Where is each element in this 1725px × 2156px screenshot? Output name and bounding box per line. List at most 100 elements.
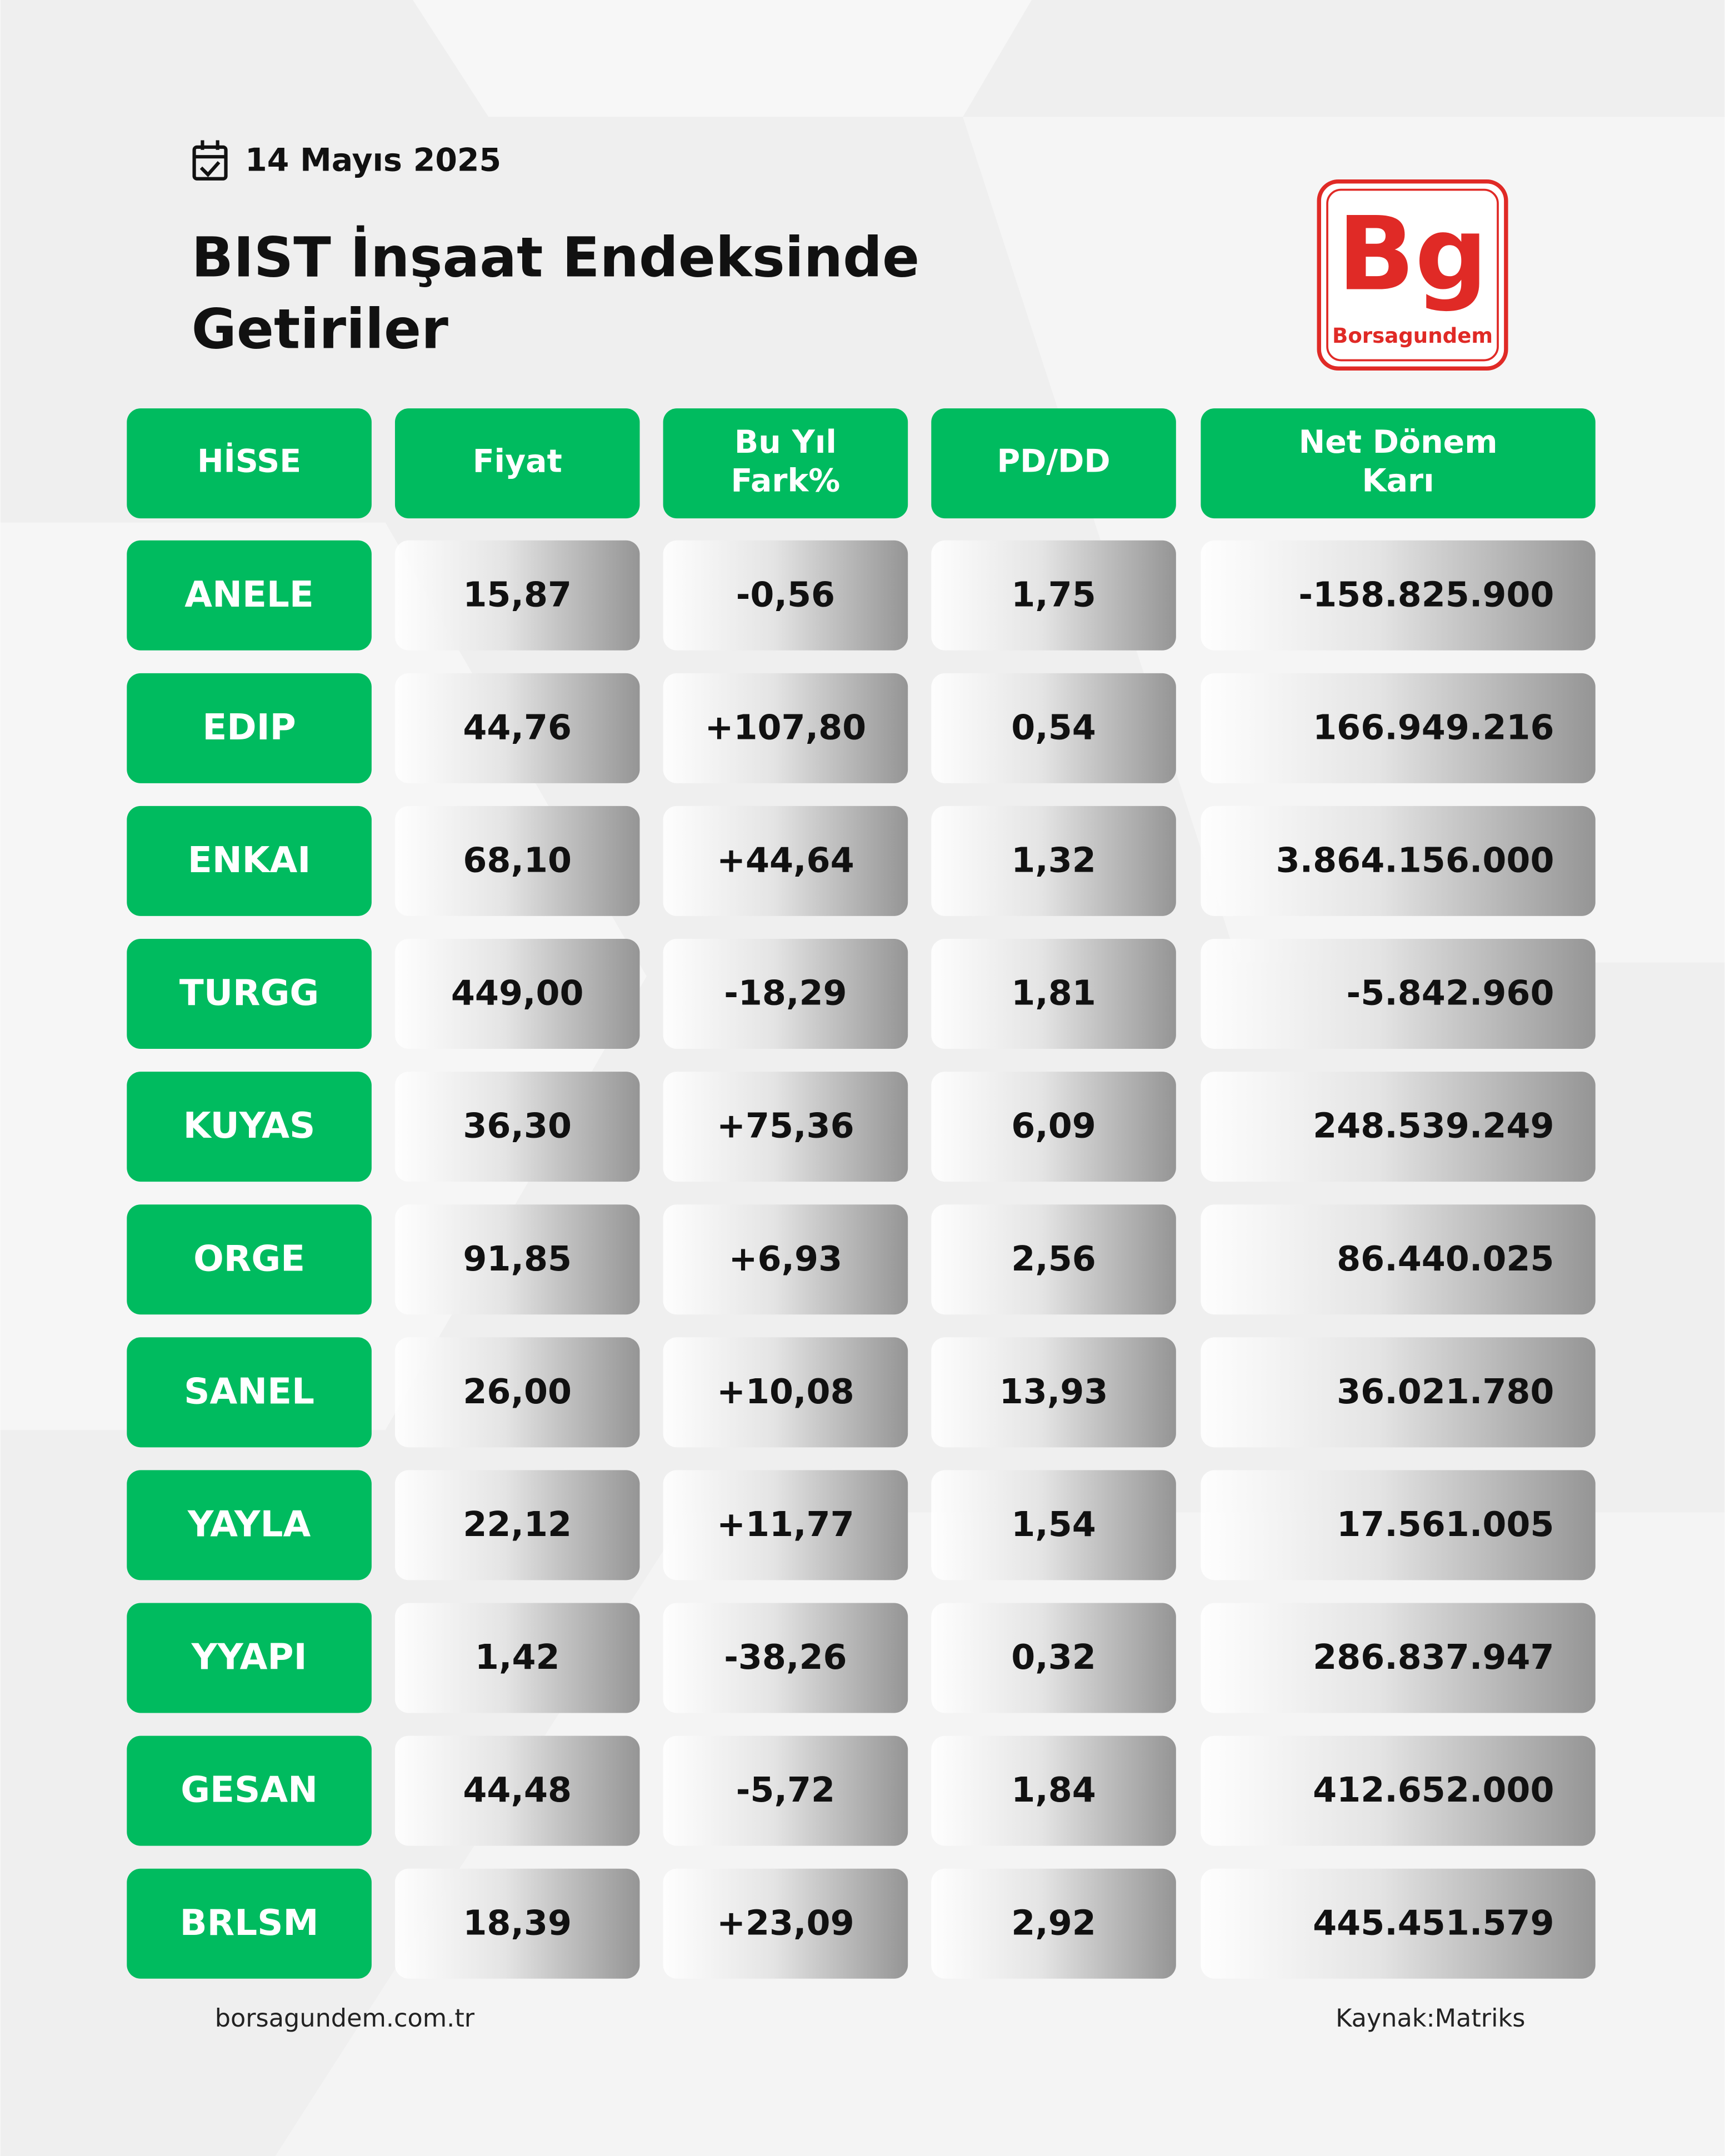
- value-cell: [663, 939, 908, 1049]
- value-cell: [394, 939, 640, 1049]
- value-cell: [394, 806, 640, 916]
- value-text: 0,54: [1011, 707, 1096, 747]
- date: 14 Mayıs 2025: [245, 142, 501, 179]
- value-cell: [394, 673, 640, 783]
- value-text: 1,32: [1011, 840, 1096, 880]
- value-text: 22,12: [463, 1504, 572, 1544]
- value-cell: [931, 1337, 1176, 1448]
- value-text: 15,87: [463, 574, 572, 614]
- ticker-cell: [127, 1470, 372, 1580]
- bg-shape: [413, 0, 1032, 117]
- value-cell: [931, 1868, 1176, 1979]
- ticker-cell: [127, 1072, 372, 1182]
- header-cell: [1201, 408, 1596, 519]
- value-text: 2,92: [1011, 1903, 1096, 1943]
- value-cell: [1201, 540, 1596, 651]
- header-text: HİSSE: [197, 443, 301, 480]
- value-cell: [1201, 1868, 1596, 1979]
- value-text: 44,48: [463, 1770, 572, 1810]
- value-text: 91,85: [463, 1239, 572, 1279]
- value-text: 18,39: [463, 1903, 572, 1943]
- value-text: 68,10: [463, 840, 572, 880]
- value-text: 1,75: [1011, 574, 1096, 614]
- value-text: 86.440.025: [1337, 1239, 1554, 1279]
- header-text: PD/DD: [997, 443, 1110, 480]
- header-text: Bu Yıl: [734, 424, 837, 461]
- value-cell: [663, 540, 908, 651]
- source: Kaynak:Matriks: [1336, 2004, 1525, 2033]
- ticker-text: TURGG: [179, 972, 319, 1014]
- ticker-text: KUYAS: [183, 1105, 316, 1147]
- value-cell: [1201, 1337, 1596, 1448]
- value-cell: [931, 1470, 1176, 1580]
- value-cell: [663, 806, 908, 916]
- value-text: 248.539.249: [1313, 1106, 1554, 1146]
- value-text: -18,29: [724, 973, 847, 1013]
- value-text: 6,09: [1011, 1106, 1096, 1146]
- website: borsagundem.com.tr: [215, 2004, 475, 2033]
- ticker-text: SANEL: [184, 1370, 314, 1412]
- value-text: +44,64: [717, 840, 854, 880]
- value-text: 1,81: [1011, 973, 1096, 1013]
- value-cell: [1201, 939, 1596, 1049]
- value-text: +6,93: [729, 1239, 842, 1279]
- value-text: 445.451.579: [1313, 1903, 1554, 1943]
- value-cell: [931, 1603, 1176, 1713]
- value-text: 1,84: [1011, 1770, 1096, 1810]
- ticker-cell: [127, 1204, 372, 1315]
- value-text: -5.842.960: [1347, 973, 1554, 1013]
- ticker-text: BRLSM: [180, 1902, 319, 1944]
- value-cell: [931, 939, 1176, 1049]
- value-cell: [663, 1204, 908, 1315]
- value-cell: [663, 1735, 908, 1846]
- value-cell: [931, 806, 1176, 916]
- logo-mark: Bg: [1337, 196, 1488, 314]
- ticker-cell: [127, 939, 372, 1049]
- value-text: 13,93: [999, 1372, 1108, 1412]
- ticker-text: ENKAI: [188, 839, 311, 881]
- value-cell: [394, 1470, 640, 1580]
- ticker-cell: [127, 540, 372, 651]
- header-text: Karı: [1362, 462, 1434, 499]
- value-cell: [931, 540, 1176, 651]
- value-text: 1,42: [475, 1637, 560, 1677]
- value-cell: [1201, 1204, 1596, 1315]
- header-text: Net Dönem: [1299, 424, 1498, 461]
- ticker-cell: [127, 673, 372, 783]
- value-cell: [663, 1470, 908, 1580]
- value-text: 2,56: [1011, 1239, 1096, 1279]
- value-cell: [1201, 673, 1596, 783]
- value-cell: [394, 1868, 640, 1979]
- value-text: 1,54: [1011, 1504, 1096, 1544]
- value-text: 36,30: [463, 1106, 572, 1146]
- value-cell: [1201, 1735, 1596, 1846]
- header-cell: [663, 408, 908, 519]
- ticker-cell: [127, 1337, 372, 1448]
- ticker-cell: [127, 1603, 372, 1713]
- value-text: +10,08: [717, 1372, 854, 1412]
- value-cell: [394, 1072, 640, 1182]
- value-cell: [1201, 1470, 1596, 1580]
- ticker-cell: [127, 806, 372, 916]
- value-text: +107,80: [705, 707, 867, 747]
- header-cell: [127, 408, 372, 519]
- value-cell: [931, 1735, 1176, 1846]
- value-text: -0,56: [736, 574, 835, 614]
- title-line: Getiriler: [192, 297, 448, 361]
- value-cell: [663, 1337, 908, 1448]
- logo: Bg Borsagundem: [1317, 179, 1508, 371]
- value-cell: [663, 1072, 908, 1182]
- value-text: +11,77: [717, 1504, 854, 1544]
- header-text: Fark%: [731, 462, 840, 499]
- value-cell: [1201, 1072, 1596, 1182]
- value-cell: [1201, 1603, 1596, 1713]
- value-text: 0,32: [1011, 1637, 1096, 1677]
- value-cell: [1201, 806, 1596, 916]
- value-cell: [394, 540, 640, 651]
- value-text: 26,00: [463, 1372, 572, 1412]
- value-text: 412.652.000: [1313, 1770, 1554, 1810]
- value-cell: [663, 673, 908, 783]
- ticker-text: YAYLA: [187, 1503, 311, 1545]
- value-text: -158.825.900: [1298, 574, 1554, 614]
